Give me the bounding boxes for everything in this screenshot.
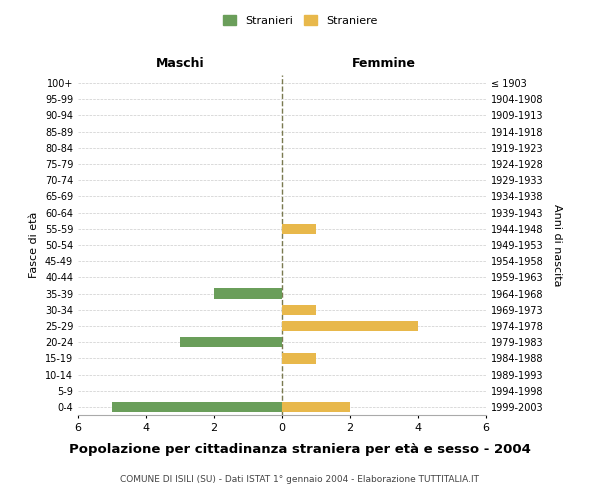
Bar [180, 337, 282, 347]
Text: COMUNE DI ISILI (SU) - Dati ISTAT 1° gennaio 2004 - Elaborazione TUTTITALIA.IT: COMUNE DI ISILI (SU) - Dati ISTAT 1° gen… [121, 476, 479, 484]
Y-axis label: Anni di nascita: Anni di nascita [552, 204, 562, 286]
Legend: Stranieri, Straniere: Stranieri, Straniere [218, 10, 382, 30]
Bar [282, 353, 316, 364]
Bar [282, 402, 350, 412]
Y-axis label: Fasce di età: Fasce di età [29, 212, 39, 278]
Bar [112, 402, 282, 412]
Bar [282, 224, 316, 234]
Bar [214, 288, 282, 299]
Bar [282, 304, 316, 315]
Text: Popolazione per cittadinanza straniera per età e sesso - 2004: Popolazione per cittadinanza straniera p… [69, 444, 531, 456]
Bar [282, 320, 418, 331]
